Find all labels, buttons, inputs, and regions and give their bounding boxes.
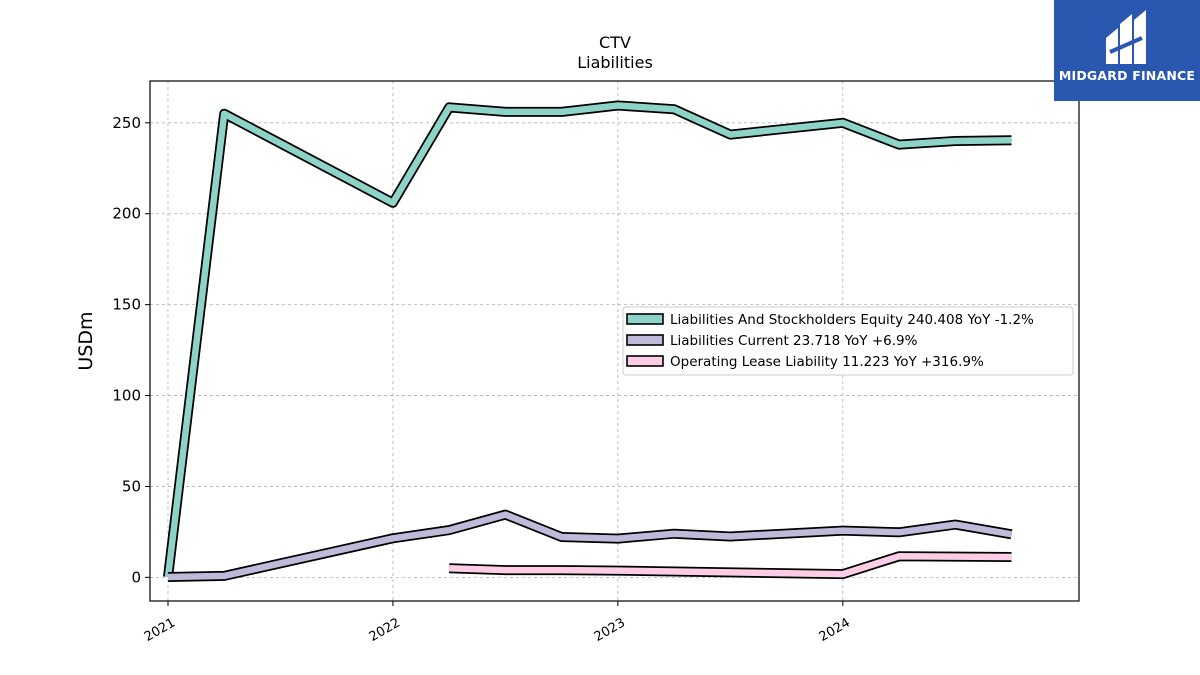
x-tick-label: 2023 [592,615,628,645]
brand-logo: MIDGARD FINANCE [1054,0,1200,101]
x-axis: 2021 2022 2023 2024 [142,601,853,645]
series-2-point [842,573,844,575]
series-0-point [223,112,226,115]
y-axis-label: USDm [75,311,97,370]
series-1-point [673,532,675,535]
grid [150,81,1079,601]
plot-frame [149,80,1080,602]
series-1-point [392,537,394,540]
x-tick-label: 2024 [817,615,853,645]
series-1-point [954,523,957,526]
x-tick-label: 2022 [367,615,403,645]
y-tick-label: 100 [112,387,141,405]
legend-swatch-0 [626,313,664,325]
y-tick-label: 50 [122,477,141,495]
y-tick-label: 150 [112,296,141,314]
y-tick-label: 0 [131,568,141,586]
series-2-point [504,569,507,571]
y-tick-label: 200 [112,205,141,223]
brand-name: MIDGARD FINANCE [1058,68,1196,83]
series-0-point [617,104,619,107]
legend-swatch-1 [626,334,664,346]
series-1-point [1010,533,1013,536]
legend-swatch-2 [626,355,664,367]
series-0-point [504,111,507,113]
series-1-point [842,529,844,532]
series-0-point [673,108,675,110]
series-0-point [560,111,563,113]
series-0-point [898,143,900,146]
series-2-point [954,555,957,558]
series-2-point [448,567,450,570]
series-lines [163,100,1013,582]
series-2-point [1010,556,1013,558]
legend: Liabilities And Stockholders Equity 240.… [622,306,1074,376]
legend-label-1: Liabilities Current 23.718 YoY +6.9% [670,333,918,349]
series-0-point [392,202,394,204]
series-1-point [167,576,169,578]
series-1-point [898,531,900,534]
series-1-point [560,536,563,538]
series-1-point [504,513,507,516]
legend-label-2: Operating Lease Liability 11.223 YoY +31… [670,354,984,370]
x-tick-label: 2021 [142,615,178,645]
logo-mark-icon [1106,10,1146,64]
series-0-point [448,106,450,109]
y-axis: 0 50 100 150 200 250 [112,114,150,586]
chart-subtitle: Liabilities [577,53,653,72]
legend-box [622,306,1074,376]
series-1-point [617,537,619,540]
series-0-point [954,140,957,142]
series-1-point [448,529,450,531]
chart-title: CTV [599,33,631,52]
series-0-point [729,133,732,136]
series-2-point [898,555,900,558]
series-0-point [1010,139,1013,142]
series-1-point [729,535,732,538]
y-tick-label: 250 [112,114,141,132]
series-line-2 [449,553,1012,578]
series-2-point [560,569,563,571]
series-0-point [842,122,844,124]
legend-label-0: Liabilities And Stockholders Equity 240.… [670,312,1034,328]
series-2-point [617,569,619,572]
series-1-point [223,575,226,577]
